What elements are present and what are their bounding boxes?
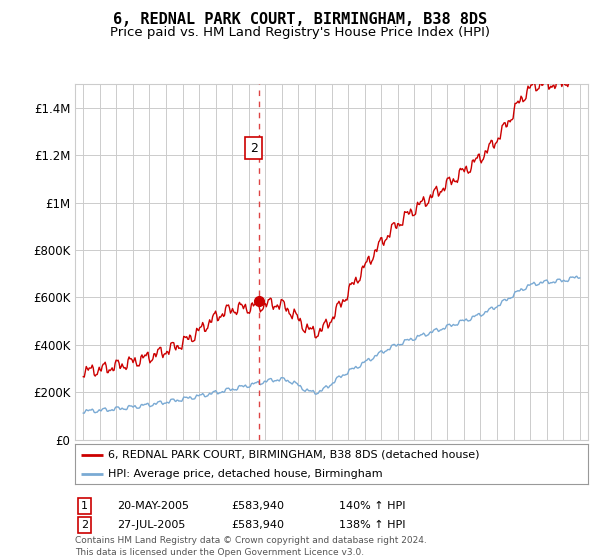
Text: 6, REDNAL PARK COURT, BIRMINGHAM, B38 8DS (detached house): 6, REDNAL PARK COURT, BIRMINGHAM, B38 8D… bbox=[109, 450, 480, 460]
Text: 138% ↑ HPI: 138% ↑ HPI bbox=[339, 520, 406, 530]
Text: 20-MAY-2005: 20-MAY-2005 bbox=[117, 501, 189, 511]
Text: £583,940: £583,940 bbox=[231, 520, 284, 530]
Text: 6, REDNAL PARK COURT, BIRMINGHAM, B38 8DS: 6, REDNAL PARK COURT, BIRMINGHAM, B38 8D… bbox=[113, 12, 487, 27]
Text: 27-JUL-2005: 27-JUL-2005 bbox=[117, 520, 185, 530]
Text: £583,940: £583,940 bbox=[231, 501, 284, 511]
Text: 1: 1 bbox=[81, 501, 88, 511]
Text: 140% ↑ HPI: 140% ↑ HPI bbox=[339, 501, 406, 511]
Text: 2: 2 bbox=[250, 142, 257, 155]
Text: Contains HM Land Registry data © Crown copyright and database right 2024.
This d: Contains HM Land Registry data © Crown c… bbox=[75, 536, 427, 557]
Text: 2: 2 bbox=[81, 520, 88, 530]
Text: HPI: Average price, detached house, Birmingham: HPI: Average price, detached house, Birm… bbox=[109, 469, 383, 478]
Text: Price paid vs. HM Land Registry's House Price Index (HPI): Price paid vs. HM Land Registry's House … bbox=[110, 26, 490, 39]
